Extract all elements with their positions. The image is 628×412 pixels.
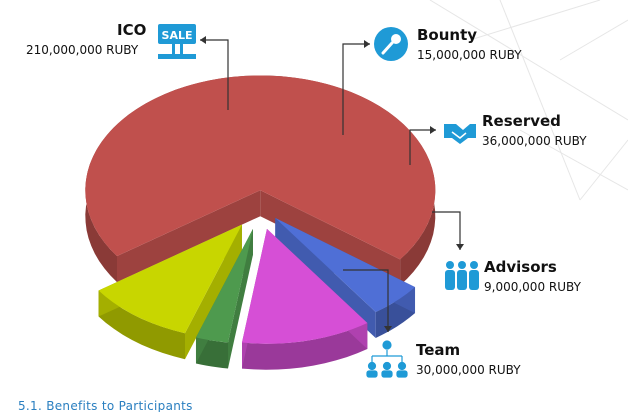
label-bounty: Bounty 15,000,000 RUBY bbox=[374, 26, 522, 62]
leader-line-bounty bbox=[342, 43, 370, 135]
leader-arrow-bounty bbox=[364, 40, 370, 48]
leader-arrow-ico bbox=[200, 36, 206, 44]
leader-line-reserved bbox=[409, 129, 436, 165]
people-group-icon bbox=[445, 261, 479, 290]
team-name: Team bbox=[416, 341, 460, 359]
svg-text:SALE: SALE bbox=[162, 29, 193, 42]
leader-arrow-reserved bbox=[430, 126, 436, 134]
slice-cut-team-0 bbox=[184, 224, 242, 360]
advisors-name: Advisors bbox=[484, 258, 557, 276]
team-hierarchy-icon bbox=[366, 340, 408, 378]
leader-lines bbox=[200, 36, 464, 332]
advisors-value: 9,000,000 RUBY bbox=[484, 280, 582, 294]
background-network-decoration bbox=[429, 0, 628, 201]
slice-side-team bbox=[98, 290, 185, 360]
leader-line-team bbox=[343, 269, 389, 332]
team-value: 30,000,000 RUBY bbox=[416, 363, 521, 377]
label-ico: ICO 210,000,000 RUBY SALE bbox=[26, 21, 196, 59]
bounty-name: Bounty bbox=[417, 26, 477, 44]
reserved-name: Reserved bbox=[482, 112, 561, 130]
reserved-value: 36,000,000 RUBY bbox=[482, 134, 587, 148]
leader-line-advisors bbox=[432, 211, 461, 250]
label-advisors: Advisors 9,000,000 RUBY bbox=[445, 258, 582, 294]
leader-arrow-team bbox=[384, 326, 392, 332]
slice-side-reserved bbox=[242, 323, 368, 370]
slice-top-bounty bbox=[275, 217, 416, 313]
slice-cut-ico-1 bbox=[260, 190, 401, 286]
pie-slice-team bbox=[98, 224, 242, 360]
bounty-value: 15,000,000 RUBY bbox=[417, 48, 522, 62]
section-heading-footer: 5.1. Benefits to Participants bbox=[18, 399, 193, 412]
microphone-icon bbox=[374, 27, 408, 61]
slice-top-team bbox=[98, 224, 242, 334]
pie-slice-advisors bbox=[195, 228, 253, 369]
slice-cut-ico-0 bbox=[116, 190, 261, 283]
ico-name: ICO bbox=[117, 21, 146, 39]
pie-slices bbox=[85, 75, 436, 370]
slice-top-reserved bbox=[241, 228, 368, 344]
leader-arrow-advisors bbox=[456, 244, 464, 250]
label-team: Team 30,000,000 RUBY bbox=[366, 340, 521, 378]
sale-sign-icon: SALE bbox=[158, 24, 196, 59]
leader-line-ico bbox=[200, 39, 229, 110]
pie-slice-ico bbox=[85, 75, 436, 286]
pie-slice-reserved bbox=[241, 228, 368, 370]
slice-top-advisors bbox=[195, 228, 253, 343]
slice-side-ico bbox=[85, 75, 436, 286]
handshake-icon bbox=[444, 124, 476, 144]
label-reserved: Reserved 36,000,000 RUBY bbox=[444, 112, 587, 148]
ico-value: 210,000,000 RUBY bbox=[26, 43, 139, 57]
slice-top-ico bbox=[85, 75, 436, 260]
